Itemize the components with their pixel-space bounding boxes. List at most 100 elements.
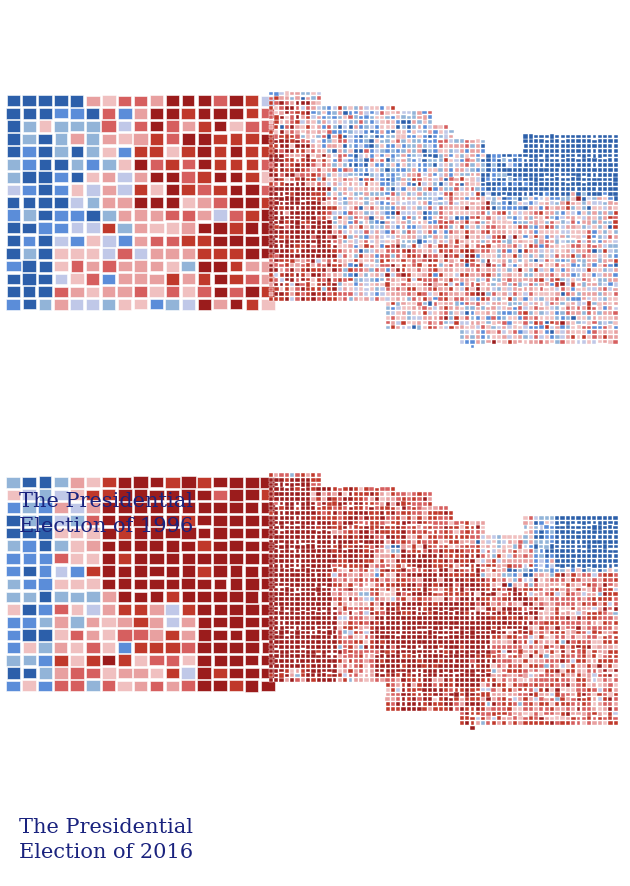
Bar (444, 155, 449, 159)
Bar (582, 564, 586, 568)
Bar (118, 211, 131, 222)
Bar (433, 593, 437, 596)
Bar (471, 683, 474, 688)
Bar (150, 528, 163, 540)
Bar (348, 607, 353, 610)
Bar (343, 521, 347, 525)
Bar (295, 478, 300, 482)
Bar (603, 617, 607, 620)
Bar (534, 268, 538, 273)
Bar (338, 517, 342, 520)
Bar (428, 112, 432, 115)
Bar (280, 145, 284, 149)
Bar (244, 642, 259, 653)
Bar (539, 231, 544, 235)
Bar (396, 531, 400, 534)
Bar (561, 144, 565, 149)
Bar (343, 497, 347, 501)
Bar (417, 293, 422, 297)
Bar (539, 216, 544, 221)
Bar (275, 531, 278, 534)
Bar (598, 621, 602, 626)
Bar (338, 607, 342, 611)
Bar (359, 531, 364, 534)
Bar (295, 292, 299, 297)
Bar (476, 621, 480, 626)
Bar (550, 655, 554, 658)
Bar (285, 278, 289, 282)
Bar (449, 655, 454, 658)
Bar (328, 198, 331, 201)
Bar (566, 593, 570, 596)
Bar (433, 703, 437, 706)
Bar (322, 679, 326, 682)
Bar (285, 207, 289, 211)
Bar (571, 340, 575, 345)
Bar (550, 607, 554, 611)
Bar (322, 635, 326, 640)
Bar (38, 198, 52, 209)
Bar (518, 216, 522, 221)
Bar (401, 673, 406, 678)
Bar (269, 293, 273, 296)
Bar (359, 278, 363, 283)
Bar (428, 230, 432, 235)
Bar (545, 150, 549, 153)
Bar (354, 531, 358, 534)
Bar (566, 168, 570, 173)
Bar (476, 669, 480, 672)
Bar (391, 298, 395, 301)
Bar (608, 635, 612, 640)
Bar (306, 164, 310, 167)
Bar (327, 130, 331, 135)
Bar (491, 679, 496, 682)
Bar (481, 164, 485, 167)
Bar (359, 635, 364, 640)
Bar (576, 617, 581, 620)
Bar (412, 688, 416, 692)
Bar (150, 502, 163, 513)
Bar (449, 302, 453, 307)
Bar (285, 222, 289, 225)
Bar (280, 245, 284, 249)
Bar (333, 655, 336, 658)
Bar (295, 555, 300, 558)
Bar (544, 664, 549, 668)
Bar (333, 626, 336, 630)
Bar (71, 617, 84, 628)
Bar (311, 278, 316, 283)
Bar (359, 631, 363, 634)
Bar (348, 268, 353, 273)
Bar (353, 569, 358, 572)
Bar (353, 154, 358, 159)
Bar (364, 150, 369, 153)
Bar (370, 673, 374, 678)
Bar (481, 150, 485, 153)
Bar (269, 183, 273, 187)
Bar (280, 631, 284, 635)
Bar (343, 240, 347, 244)
Bar (544, 698, 549, 701)
Bar (544, 226, 549, 229)
Bar (402, 703, 406, 706)
Bar (327, 298, 331, 301)
Bar (534, 145, 538, 149)
Bar (316, 488, 321, 492)
Bar (401, 168, 406, 173)
Bar (576, 717, 580, 720)
Bar (401, 292, 406, 297)
Bar (576, 631, 581, 634)
Bar (417, 240, 421, 245)
Bar (7, 147, 20, 158)
Bar (566, 673, 570, 678)
Bar (280, 93, 284, 97)
Bar (269, 245, 273, 249)
Bar (539, 322, 544, 325)
Bar (465, 302, 469, 306)
Bar (269, 655, 273, 658)
Bar (545, 588, 549, 592)
Bar (571, 164, 575, 167)
Bar (181, 579, 195, 590)
Bar (592, 641, 597, 644)
Bar (524, 316, 528, 320)
